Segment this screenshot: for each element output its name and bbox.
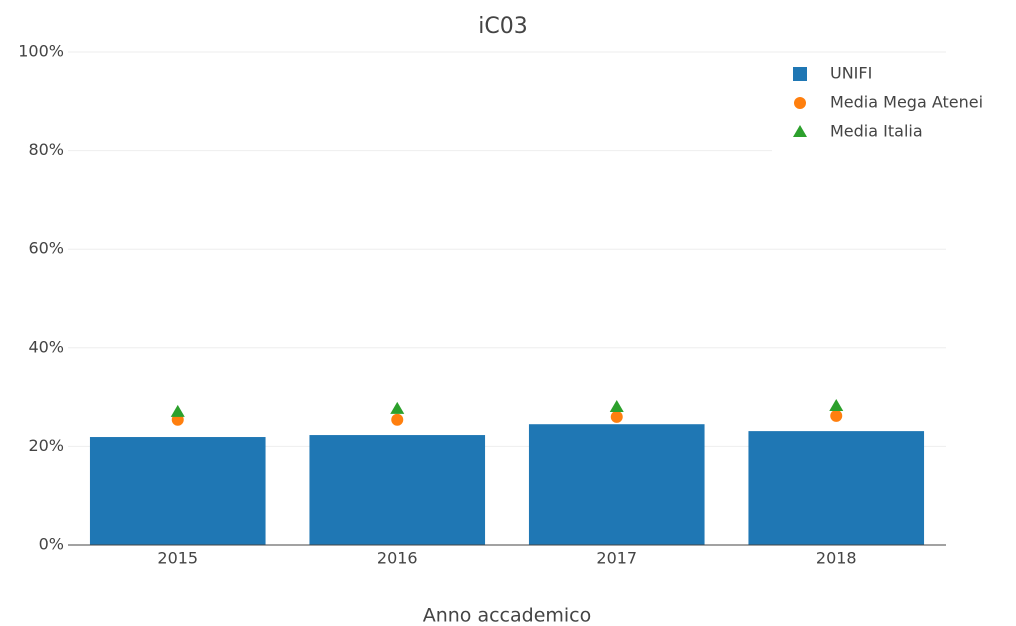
- bar: [309, 435, 486, 545]
- y-tick-label: 0%: [39, 535, 64, 554]
- x-tick-label: 2015: [157, 549, 198, 568]
- legend-label: Media Mega Atenei: [830, 93, 983, 112]
- x-tick-label: 2016: [377, 549, 418, 568]
- point: [829, 398, 844, 411]
- x-tick-label: 2017: [596, 549, 637, 568]
- y-tick-label: 20%: [28, 436, 64, 455]
- point: [830, 409, 843, 422]
- y-tick-label: 100%: [18, 42, 64, 61]
- point: [793, 125, 807, 137]
- point: [609, 399, 624, 412]
- y-tick-label: 80%: [28, 140, 64, 159]
- legend-background: [772, 58, 1016, 153]
- x-tick-label: 2018: [816, 549, 857, 568]
- x-axis-title: Anno accademico: [423, 605, 592, 626]
- bar: [89, 437, 266, 545]
- legend-label: Media Italia: [830, 122, 923, 141]
- point: [794, 97, 806, 109]
- y-tick-label: 60%: [28, 239, 64, 258]
- point: [793, 67, 807, 81]
- bar: [528, 424, 705, 545]
- bar: [748, 431, 925, 545]
- point: [391, 413, 404, 426]
- y-tick-label: 40%: [28, 337, 64, 356]
- point: [610, 410, 623, 423]
- chart-title: iC03: [478, 14, 527, 39]
- point: [170, 404, 185, 417]
- legend-label: UNIFI: [830, 64, 872, 83]
- point: [390, 401, 405, 414]
